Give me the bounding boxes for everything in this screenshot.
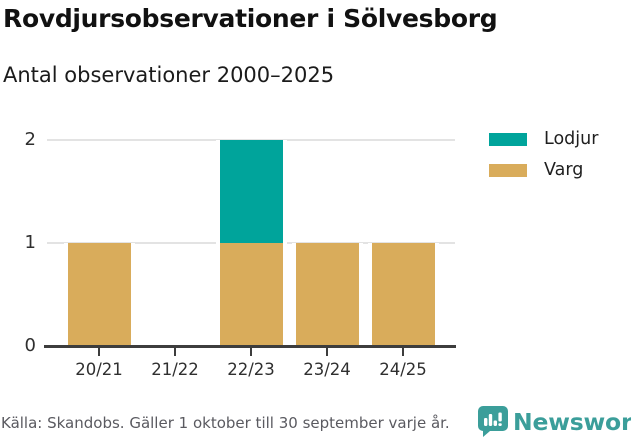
x-axis-tick bbox=[326, 348, 328, 356]
legend-label: Varg bbox=[544, 160, 584, 180]
legend-item-lodjur: Lodjur bbox=[489, 129, 598, 149]
y-axis-tick-label: 0 bbox=[24, 335, 36, 356]
newsworthy-logo: Newsworthy bbox=[477, 405, 631, 438]
x-axis-tick bbox=[250, 348, 252, 356]
x-axis-line bbox=[44, 345, 456, 348]
bar-segment-varg-20-21 bbox=[63, 243, 135, 346]
legend-label: Lodjur bbox=[544, 129, 599, 149]
x-axis-tick bbox=[402, 348, 404, 356]
x-axis-tick bbox=[174, 348, 176, 356]
bar-segment-varg-22-23 bbox=[215, 243, 287, 346]
bar-segment-varg-23-24 bbox=[291, 243, 363, 346]
x-axis-tick-label: 22/23 bbox=[227, 360, 275, 379]
chart-title: Rovdjursobservationer i Sölvesborg bbox=[3, 4, 498, 33]
bar-segment-varg-24-25 bbox=[367, 243, 439, 346]
x-axis-tick-label: 20/21 bbox=[75, 360, 123, 379]
legend-item-varg: Varg bbox=[489, 160, 598, 180]
source-note: Källa: Skandobs. Gäller 1 oktober till 3… bbox=[1, 414, 450, 432]
x-axis-tick bbox=[98, 348, 100, 356]
x-axis-tick-label: 21/22 bbox=[151, 360, 199, 379]
legend: Lodjur Varg bbox=[489, 129, 598, 191]
newsworthy-badge-icon bbox=[478, 406, 508, 437]
x-axis-tick-label: 23/24 bbox=[303, 360, 351, 379]
newsworthy-wordmark: Newsworthy bbox=[513, 407, 631, 436]
legend-swatch-lodjur bbox=[489, 132, 527, 146]
chart-subtitle: Antal observationer 2000–2025 bbox=[3, 63, 335, 87]
y-axis-tick-label: 1 bbox=[24, 232, 36, 253]
legend-swatch-varg bbox=[489, 163, 527, 177]
y-axis-tick-label: 2 bbox=[24, 129, 36, 150]
x-axis-tick-label: 24/25 bbox=[379, 360, 427, 379]
bar-segment-lodjur-22-23 bbox=[215, 140, 287, 243]
